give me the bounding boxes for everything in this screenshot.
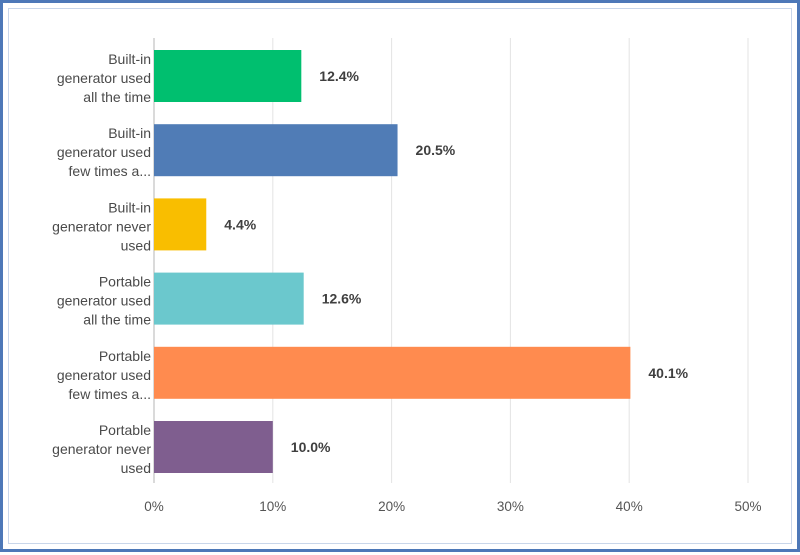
chart-inner-border: [8, 8, 792, 544]
category-label-line: all the time: [83, 312, 151, 328]
category-label-line: Portable: [99, 422, 151, 438]
category-label-line: Portable: [99, 274, 151, 290]
category-label-1: Built-in generator used few times a...: [57, 125, 151, 179]
category-label-line: generator never: [52, 441, 151, 457]
value-label: 20.5%: [416, 142, 456, 158]
value-label: 4.4%: [224, 216, 256, 232]
x-tick-label: 40%: [616, 499, 643, 514]
category-label-line: Portable: [99, 348, 151, 364]
value-labels: 12.4% 20.5% 4.4% 12.6% 40.1% 10.0%: [224, 68, 688, 455]
category-label-4: Portable generator used few times a...: [57, 348, 151, 402]
bar-3: [154, 272, 304, 325]
category-label-line: used: [121, 237, 151, 253]
category-label-line: used: [121, 460, 151, 476]
bar-5: [154, 421, 273, 473]
category-label-line: Built-in: [108, 51, 151, 67]
value-label: 10.0%: [291, 439, 331, 455]
category-label-line: few times a...: [69, 163, 151, 179]
x-tick-label: 0%: [144, 499, 164, 514]
value-label: 12.4%: [319, 68, 359, 84]
category-label-5: Portable generator never used: [52, 422, 151, 476]
category-label-line: all the time: [83, 89, 151, 105]
category-label-line: generator used: [57, 70, 151, 86]
category-label-3: Portable generator used all the time: [57, 274, 151, 328]
category-label-line: few times a...: [69, 386, 151, 402]
bar-4: [154, 346, 631, 399]
x-tick-label: 50%: [734, 499, 761, 514]
gridlines: [153, 38, 749, 483]
x-tick-label: 30%: [497, 499, 524, 514]
value-label: 40.1%: [648, 365, 688, 381]
category-label-line: generator used: [57, 367, 151, 383]
category-label-2: Built-in generator never used: [52, 199, 151, 253]
category-label-line: generator never: [52, 218, 151, 234]
bar-2: [154, 198, 207, 251]
category-label-line: Built-in: [108, 125, 151, 141]
x-tick-labels: 0% 10% 20% 30% 40% 50%: [144, 499, 761, 514]
bar-1: [154, 124, 398, 177]
x-tick-label: 10%: [259, 499, 286, 514]
category-label-line: generator used: [57, 293, 151, 309]
category-label-line: generator used: [57, 144, 151, 160]
bar-0: [154, 50, 302, 102]
category-label-line: Built-in: [108, 199, 151, 215]
value-label: 12.6%: [322, 291, 362, 307]
category-label-0: Built-in generator used all the time: [57, 51, 151, 105]
bars: [154, 50, 631, 473]
x-tick-label: 20%: [378, 499, 405, 514]
